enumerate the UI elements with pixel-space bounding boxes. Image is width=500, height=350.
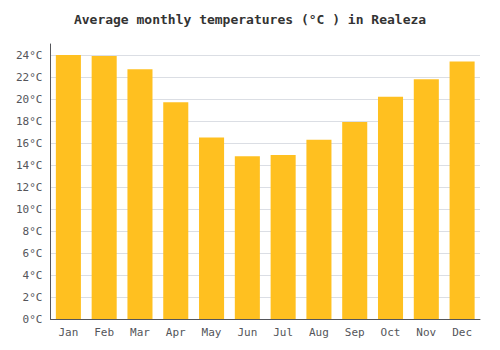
svg-text:14°C: 14°C bbox=[16, 159, 43, 172]
svg-text:Average monthly temperatures (: Average monthly temperatures (°C ) in Re… bbox=[74, 12, 426, 27]
svg-text:22°C: 22°C bbox=[16, 71, 43, 84]
svg-text:Jun: Jun bbox=[237, 326, 257, 339]
svg-text:Jul: Jul bbox=[273, 326, 293, 339]
svg-text:Sep: Sep bbox=[345, 326, 365, 339]
svg-text:Mar: Mar bbox=[130, 326, 150, 339]
svg-text:12°C: 12°C bbox=[16, 181, 43, 194]
svg-text:0°C: 0°C bbox=[23, 313, 43, 326]
svg-text:16°C: 16°C bbox=[16, 137, 43, 150]
svg-text:24°C: 24°C bbox=[16, 49, 43, 62]
svg-text:Aug: Aug bbox=[309, 326, 329, 339]
svg-text:Oct: Oct bbox=[381, 326, 401, 339]
svg-text:Jan: Jan bbox=[58, 326, 78, 339]
svg-text:4°C: 4°C bbox=[23, 269, 43, 282]
svg-text:Nov: Nov bbox=[416, 326, 436, 339]
svg-text:6°C: 6°C bbox=[23, 247, 43, 260]
svg-text:2°C: 2°C bbox=[23, 291, 43, 304]
svg-text:20°C: 20°C bbox=[16, 93, 43, 106]
svg-text:Apr: Apr bbox=[166, 326, 186, 339]
svg-text:Dec: Dec bbox=[452, 326, 472, 339]
svg-text:10°C: 10°C bbox=[16, 203, 43, 216]
svg-text:May: May bbox=[202, 326, 222, 339]
svg-text:18°C: 18°C bbox=[16, 115, 43, 128]
svg-text:Feb: Feb bbox=[94, 326, 114, 339]
svg-text:8°C: 8°C bbox=[23, 225, 43, 238]
